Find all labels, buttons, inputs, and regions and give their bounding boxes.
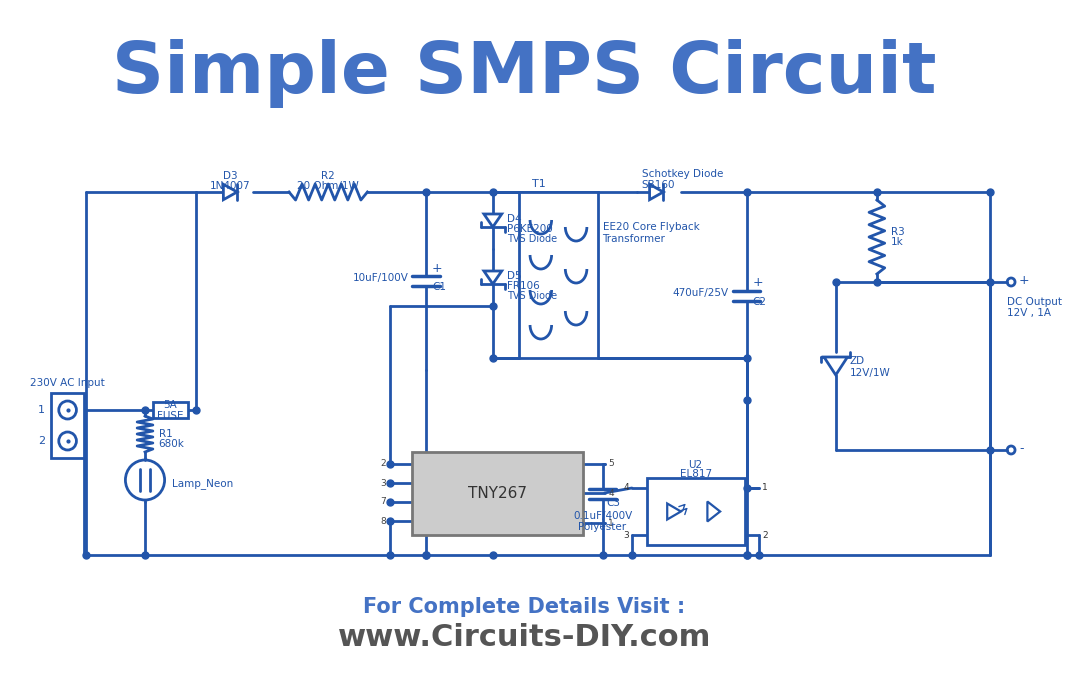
FancyBboxPatch shape: [411, 452, 583, 535]
Text: C2: C2: [753, 297, 767, 307]
Text: 8: 8: [380, 516, 386, 526]
Text: 10uF/100V: 10uF/100V: [352, 273, 408, 283]
Text: Schotkey Diode: Schotkey Diode: [642, 169, 723, 179]
Text: EE20 Core Flyback: EE20 Core Flyback: [603, 222, 699, 232]
Text: 7: 7: [380, 497, 386, 506]
Polygon shape: [484, 271, 501, 284]
Text: P6KE200: P6KE200: [507, 224, 553, 234]
Text: 1k: 1k: [891, 237, 903, 247]
FancyBboxPatch shape: [647, 478, 744, 545]
FancyBboxPatch shape: [51, 393, 85, 458]
Text: FR106: FR106: [507, 281, 540, 291]
Text: 2: 2: [380, 460, 386, 468]
Text: D5: D5: [507, 271, 522, 281]
Text: 3: 3: [380, 479, 386, 487]
Text: U2: U2: [689, 460, 703, 470]
Polygon shape: [707, 502, 720, 522]
Text: ZD: ZD: [849, 356, 864, 366]
Text: Polyester: Polyester: [578, 522, 627, 531]
Text: 1: 1: [608, 518, 614, 527]
Text: C3: C3: [606, 499, 620, 508]
Text: T1: T1: [532, 179, 546, 189]
Text: 5A: 5A: [164, 400, 178, 410]
Text: 0.1uF/400V: 0.1uF/400V: [573, 510, 632, 520]
Text: 5: 5: [608, 460, 614, 468]
Text: +: +: [753, 277, 763, 290]
Text: R3: R3: [891, 227, 904, 237]
Text: For Complete Details Visit :: For Complete Details Visit :: [363, 597, 685, 617]
Polygon shape: [224, 184, 237, 200]
Text: 1: 1: [763, 483, 768, 493]
Text: Simple SMPS Circuit: Simple SMPS Circuit: [112, 38, 936, 107]
Text: Lamp_Neon: Lamp_Neon: [172, 479, 233, 489]
Text: 12V/1W: 12V/1W: [849, 368, 890, 378]
Text: C1: C1: [432, 282, 447, 292]
FancyBboxPatch shape: [153, 402, 188, 418]
Text: +: +: [1019, 275, 1029, 288]
Text: 1: 1: [39, 405, 45, 415]
Text: -: -: [1019, 443, 1024, 456]
Text: 230V AC Input: 230V AC Input: [30, 378, 105, 388]
Text: 12V , 1A: 12V , 1A: [1007, 308, 1052, 318]
Text: TVS Diode: TVS Diode: [507, 234, 557, 244]
Polygon shape: [667, 504, 681, 520]
Text: D4: D4: [507, 214, 522, 224]
Text: Transformer: Transformer: [603, 234, 665, 244]
Text: SB160: SB160: [642, 180, 675, 190]
Text: FUSE: FUSE: [157, 411, 184, 421]
Text: EL817: EL817: [680, 469, 712, 479]
Text: 2: 2: [37, 436, 45, 446]
Text: R2: R2: [321, 171, 335, 181]
FancyBboxPatch shape: [519, 192, 598, 358]
Text: 3: 3: [623, 531, 629, 539]
Polygon shape: [484, 214, 501, 227]
Text: 4: 4: [623, 483, 629, 493]
Polygon shape: [650, 184, 663, 200]
Text: 20 Ohm/1W: 20 Ohm/1W: [298, 181, 359, 191]
Text: TNY267: TNY267: [468, 486, 527, 501]
Text: +: +: [432, 261, 442, 275]
Text: R1: R1: [159, 429, 172, 439]
Text: 2: 2: [763, 531, 768, 539]
Polygon shape: [824, 357, 847, 375]
Text: 4: 4: [608, 489, 614, 497]
Text: D3: D3: [223, 171, 238, 181]
Text: 470uF/25V: 470uF/25V: [673, 288, 729, 298]
Text: 680k: 680k: [159, 439, 184, 449]
Text: DC Output: DC Output: [1007, 297, 1062, 307]
Text: TVS Diode: TVS Diode: [507, 291, 557, 301]
Text: www.Circuits-DIY.com: www.Circuits-DIY.com: [337, 624, 711, 653]
Text: 1N4007: 1N4007: [210, 181, 251, 191]
